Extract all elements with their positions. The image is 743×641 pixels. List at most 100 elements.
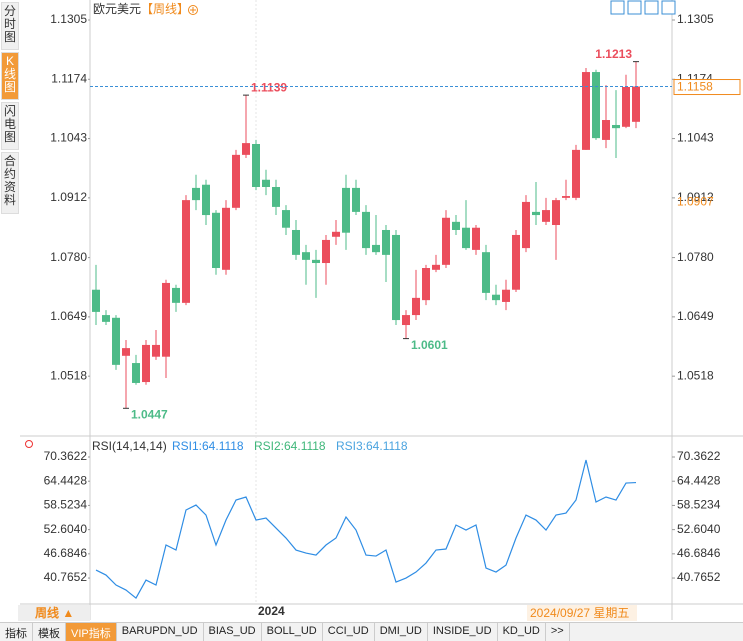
legend-entry: RSI3:64.1118 (336, 439, 408, 453)
sidebar-tab[interactable]: 分时图 (1, 2, 19, 50)
candle-body (592, 72, 600, 139)
current-price-box (673, 79, 741, 96)
candle-body (112, 317, 120, 365)
y-tick-label: 1.1043 (50, 131, 87, 145)
bottom-tab[interactable]: DMI_UD (375, 623, 428, 641)
candle-body (582, 72, 590, 150)
extreme-label: 1.0601 (411, 338, 448, 352)
y-tick-label: 1.0912 (50, 190, 87, 204)
y-tick-label: 64.4428 (44, 473, 88, 487)
candle-body (512, 234, 520, 290)
tool-button[interactable] (644, 0, 659, 15)
y-tick-label: 52.6040 (44, 522, 88, 536)
period-button[interactable]: 周线 ▲ (35, 605, 74, 620)
candle-body (332, 231, 340, 237)
bottom-tab[interactable]: VIP指标 (66, 623, 117, 641)
candle-body (422, 268, 430, 301)
sidebar-tab[interactable]: K线图 (1, 52, 19, 100)
sidebar-tab[interactable]: 闪电图 (1, 102, 19, 150)
rsi-line (95, 459, 637, 599)
candle-body (472, 227, 480, 250)
cursor-date: 2024/09/27 星期五 (530, 606, 629, 620)
y-tick-label: 1.0518 (50, 368, 87, 382)
candle-body (262, 179, 270, 187)
candle-body (282, 210, 290, 228)
chart: 欧元美元 【周线】 RSI(14,14,14) 周线 ▲ 2024/09/27 … (18, 0, 743, 621)
candle-body (122, 348, 130, 356)
bottom-tab[interactable]: 模板 (33, 623, 66, 641)
indicator-title: RSI(14,14,14) (92, 439, 167, 453)
y-tick-label: 1.0912 (677, 190, 714, 204)
toolbar (610, 0, 676, 15)
candle-body (382, 229, 390, 255)
legend-entry: RSI1:64.1118 (172, 439, 244, 453)
bottom-tab[interactable]: BOLL_UD (262, 623, 323, 641)
y-tick-label: 46.6846 (677, 546, 721, 560)
current-price-label: 1.1158 (677, 80, 713, 94)
extreme-label: 1.0447 (131, 407, 168, 421)
y-tick-label: 40.7652 (44, 570, 88, 584)
candle-body (572, 149, 580, 198)
y-tick-label: 1.1305 (677, 12, 714, 26)
candle-body (442, 217, 450, 265)
candle-body (622, 86, 630, 127)
y-tick-label: 1.0649 (677, 309, 714, 323)
x-tick-label: 2024 (258, 604, 285, 618)
bottom-tab[interactable]: BIAS_UD (204, 623, 262, 641)
y-tick-label: 40.7652 (677, 570, 721, 584)
y-tick-label: 64.4428 (677, 473, 721, 487)
candle-body (532, 211, 540, 216)
bottom-tab[interactable]: KD_UD (498, 623, 546, 641)
bottom-tab[interactable]: CCI_UD (323, 623, 375, 641)
candle-body (132, 363, 140, 383)
candle-body (102, 315, 110, 322)
candle-body (372, 244, 380, 253)
y-tick-label: 1.1174 (51, 71, 87, 85)
bottom-tab[interactable]: INSIDE_UD (428, 623, 498, 641)
y-tick-label: 1.1305 (50, 12, 87, 26)
add-icon[interactable] (188, 5, 198, 15)
candle-body (162, 282, 170, 357)
candle-body (402, 315, 410, 326)
sidebar-tab[interactable]: 合约资料 (1, 152, 19, 214)
settings-icon[interactable] (25, 440, 33, 448)
candle-body (232, 154, 240, 208)
candle-body (342, 187, 350, 233)
symbol: 欧元美元 (93, 2, 141, 16)
candle-body (352, 187, 360, 212)
tab-bar: 指标 模板 VIP指标 BARUPDN_UD BIAS_UD BOLL_UD CCI_UD D… (0, 622, 743, 641)
bottom-tab[interactable]: >> (546, 623, 570, 641)
tool-button[interactable] (627, 0, 642, 15)
y-tick-label: 1.0780 (677, 250, 714, 264)
y-tick-label: 70.3622 (677, 449, 721, 463)
candle-body (632, 86, 640, 122)
candle-body (272, 186, 280, 207)
candle-body (302, 252, 310, 260)
candle-body (392, 234, 400, 321)
candle-body (612, 124, 620, 129)
y-tick-label: 52.6040 (677, 522, 721, 536)
extreme-label: 1.1213 (595, 47, 632, 61)
bottom-tab[interactable]: BARUPDN_UD (117, 623, 204, 641)
y-tick-label: 58.5234 (44, 498, 88, 512)
candle-body (462, 227, 470, 249)
candle-body (432, 264, 440, 270)
bottom-tab[interactable]: 指标 (0, 623, 33, 641)
candle-body (492, 294, 500, 301)
candle-body (292, 229, 300, 255)
tool-button[interactable] (610, 0, 625, 15)
candle-body (182, 200, 190, 303)
y-tick-label: 1.1043 (677, 131, 714, 145)
candle-body (242, 143, 250, 155)
candle-body (552, 200, 560, 226)
y-tick-label: 1.0780 (50, 250, 87, 264)
period-button-bg (18, 605, 90, 621)
tool-button[interactable] (661, 0, 676, 15)
candle-body (172, 287, 180, 303)
candle-body (602, 120, 610, 140)
candle-body (252, 144, 260, 187)
add-icon (190, 7, 196, 13)
legend-entry: RSI2:64.1118 (254, 439, 326, 453)
candle-body (212, 212, 220, 269)
